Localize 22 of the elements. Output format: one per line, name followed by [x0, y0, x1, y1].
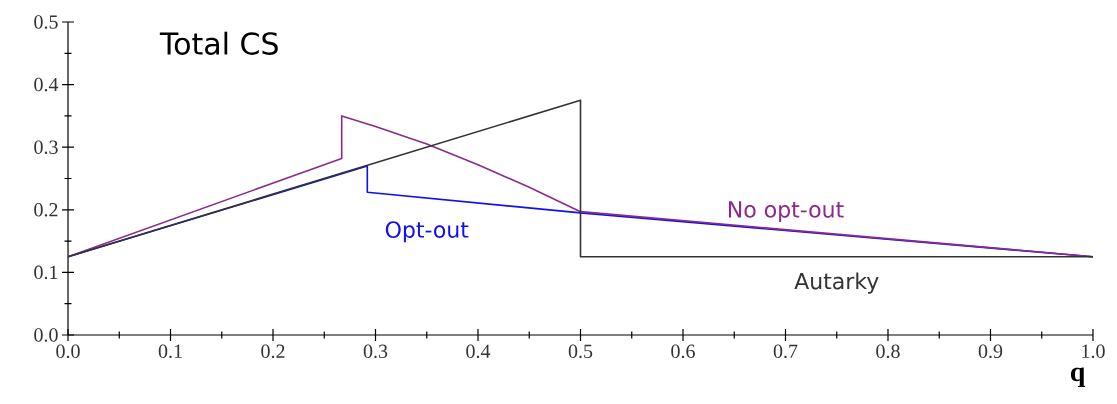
y-tick-label: 0.2 — [34, 203, 58, 217]
series-label: No opt-out — [728, 201, 844, 222]
y-tick-label: 0.4 — [34, 77, 59, 92]
x-tick-label: 0.0 — [56, 344, 80, 359]
x-tick-label: 0.8 — [876, 344, 900, 359]
series-label: Autarky — [794, 272, 879, 294]
series-label: Opt-out — [385, 221, 469, 243]
x-tick-label: 0.4 — [466, 344, 491, 359]
y-tick-label: 0.0 — [34, 328, 58, 342]
x-tick-label: 0.5 — [568, 344, 593, 359]
x-tick-label: 1.0 — [1082, 344, 1105, 359]
x-tick-label: 0.7 — [773, 344, 798, 359]
x-tick-label: 0.6 — [671, 344, 695, 359]
x-tick-label: 0.9 — [978, 344, 1003, 359]
x-tick-label: 0.3 — [363, 344, 388, 359]
chart-title: Total CS — [159, 31, 278, 55]
y-tick-label: 0.1 — [34, 265, 58, 280]
x-tick-label: 0.1 — [158, 344, 182, 359]
x-tick-label: 0.2 — [261, 344, 285, 359]
x-axis-title: q — [1070, 367, 1086, 387]
y-tick-label: 0.3 — [34, 140, 58, 154]
y-tick-label: 0.5 — [34, 15, 58, 29]
